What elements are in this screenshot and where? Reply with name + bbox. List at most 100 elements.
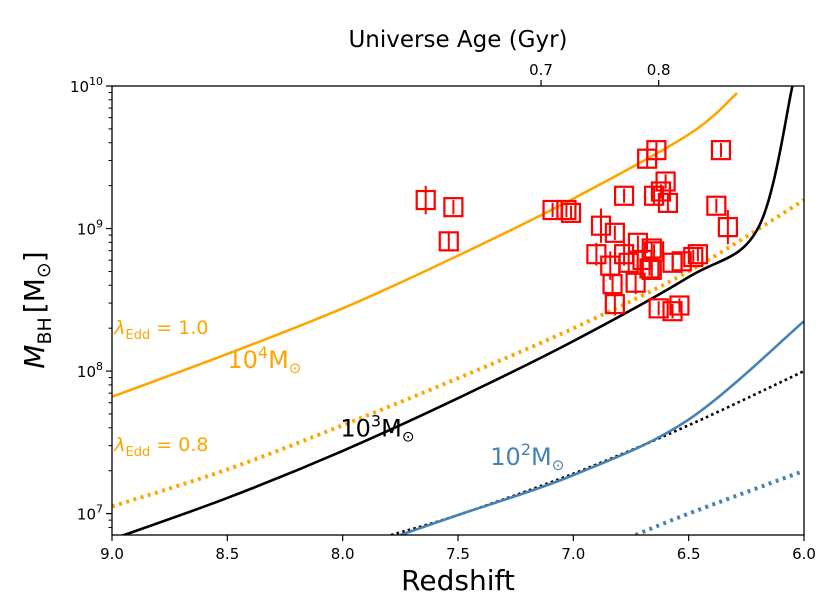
data-point xyxy=(556,199,577,221)
seed-sun: ⊙ xyxy=(552,456,565,474)
data-point xyxy=(542,199,563,221)
data-point xyxy=(706,195,727,216)
x-tick-label: 7.5 xyxy=(446,545,470,563)
seed-exponent: 4 xyxy=(258,343,268,362)
point-marker xyxy=(643,185,665,206)
x-tick-label: 8.5 xyxy=(215,545,239,563)
point-marker xyxy=(586,244,607,265)
y-tick-exponent: 10 xyxy=(89,75,103,88)
seed-sun: ⊙ xyxy=(402,428,415,446)
y-tick-label: 108 xyxy=(77,360,103,381)
label-edd-08: λEdd = 0.8 xyxy=(113,434,208,460)
svg-text:MBH[M⊙]: MBH [M⊙] xyxy=(18,251,56,368)
point-marker xyxy=(602,274,623,295)
x-tick-label: 8.0 xyxy=(331,545,355,563)
point-marker xyxy=(604,222,625,243)
points-layer xyxy=(415,140,738,322)
point-marker xyxy=(643,241,665,262)
lambda-symbol: λ xyxy=(113,317,125,339)
lambda-subscript: Edd xyxy=(126,328,151,343)
seed-unit: M xyxy=(531,443,552,471)
seed-exponent: 2 xyxy=(521,440,531,459)
y-axis-title-symbol: M xyxy=(18,345,51,369)
data-point xyxy=(648,298,669,319)
curve-seed-1e2-edd1 xyxy=(399,320,804,535)
point-marker xyxy=(683,246,704,268)
data-point xyxy=(625,271,646,295)
point-marker xyxy=(655,171,676,192)
point-marker xyxy=(443,197,464,218)
y-axis-title-sun: ⊙ xyxy=(33,262,55,278)
y-tick-label: 1010 xyxy=(70,75,103,96)
x-tick-label: 6.0 xyxy=(792,545,816,563)
top-axis: 0.7 0.8 xyxy=(529,61,671,86)
curve-seed-1e3-edd08 xyxy=(390,369,804,535)
y-tick-base: 10 xyxy=(77,363,96,381)
label-1e3: 103M⊙ xyxy=(340,412,414,446)
x-tick-label: 7.0 xyxy=(561,545,585,563)
seed-base: 10 xyxy=(227,346,258,374)
data-point xyxy=(602,274,623,295)
point-marker xyxy=(556,199,577,221)
data-point xyxy=(643,241,665,262)
y-axis-title-unit: [M xyxy=(18,278,51,313)
data-point xyxy=(438,231,459,252)
y-tick-label: 107 xyxy=(77,503,103,524)
data-point xyxy=(687,244,708,265)
curve-seed-1e2-edd08 xyxy=(634,468,804,535)
data-point xyxy=(586,242,607,266)
data-point xyxy=(657,192,679,213)
point-marker xyxy=(590,215,612,236)
point-marker xyxy=(687,244,708,265)
y-tick-label: 109 xyxy=(77,218,103,239)
point-marker xyxy=(604,293,625,315)
data-point xyxy=(671,251,692,272)
x-axis-title: Redshift xyxy=(401,564,515,597)
x-tick-label: 9.0 xyxy=(100,545,124,563)
data-point xyxy=(604,222,625,243)
y-tick-exponent: 8 xyxy=(96,360,103,373)
data-point xyxy=(590,208,612,243)
point-marker xyxy=(671,251,692,272)
point-marker xyxy=(415,189,436,211)
curve-seed-1e4-edd1 xyxy=(112,92,738,398)
point-marker xyxy=(657,192,679,213)
lambda-subscript: Edd xyxy=(126,445,151,460)
label-edd-1: λEdd = 1.0 xyxy=(113,317,208,343)
x-axis: 9.0 8.5 8.0 7.5 7.0 6.5 6.0 xyxy=(100,535,816,563)
seed-unit: M xyxy=(381,415,402,443)
data-point xyxy=(604,292,625,316)
point-marker xyxy=(717,217,738,238)
point-marker xyxy=(625,272,646,293)
data-point xyxy=(415,185,436,215)
data-point xyxy=(717,210,738,245)
y-tick-base: 10 xyxy=(70,78,89,96)
seed-unit: M xyxy=(268,346,289,374)
curve-seed-1e3-edd1 xyxy=(120,86,794,535)
y-axis-title-subscript: BH xyxy=(34,317,56,344)
top-axis-title: Universe Age (Gyr) xyxy=(348,27,567,53)
data-point xyxy=(646,140,667,161)
seed-exponent: 3 xyxy=(371,412,381,431)
point-marker xyxy=(648,298,669,319)
plot-frame xyxy=(111,85,805,536)
point-marker xyxy=(706,195,727,216)
y-axis-title-close: ] xyxy=(18,251,51,262)
data-point xyxy=(662,301,683,322)
seed-base: 10 xyxy=(340,415,371,443)
seed-base: 10 xyxy=(490,443,521,471)
data-point xyxy=(443,197,464,218)
data-point xyxy=(710,140,732,161)
point-marker xyxy=(710,140,732,161)
data-point xyxy=(613,185,635,206)
lambda-value: = 1.0 xyxy=(150,317,208,339)
data-point xyxy=(669,295,690,316)
data-point xyxy=(641,238,662,259)
point-marker xyxy=(641,238,662,259)
label-1e4: 104M⊙ xyxy=(227,343,301,377)
y-tick-exponent: 7 xyxy=(96,503,103,516)
top-tick-label: 0.7 xyxy=(529,61,553,79)
